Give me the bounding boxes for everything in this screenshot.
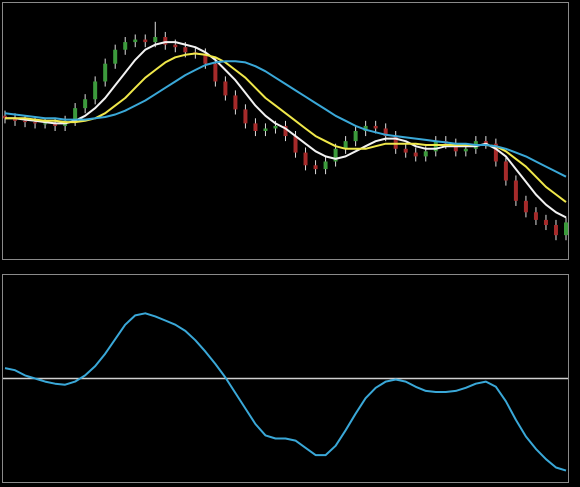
candle-body <box>223 81 228 96</box>
candle-body <box>533 212 538 220</box>
candle-body <box>343 141 348 149</box>
candle-body <box>263 128 268 131</box>
candle-body <box>163 37 168 45</box>
candle-body <box>543 219 548 225</box>
candle-body <box>203 53 208 64</box>
candle-body <box>253 123 258 131</box>
line-series <box>4 312 567 472</box>
candle-body <box>243 109 248 124</box>
candle-body <box>23 120 28 123</box>
candle-body <box>413 152 418 157</box>
candle-body <box>283 125 288 137</box>
candle-body <box>43 123 48 125</box>
candle-body <box>273 125 278 129</box>
candle-body <box>353 131 358 142</box>
candle-body <box>503 161 508 181</box>
candle-body <box>333 148 338 162</box>
candle-body <box>183 47 188 53</box>
candle-body <box>433 141 438 152</box>
candle-body <box>293 136 298 153</box>
candle-body <box>53 123 58 126</box>
candle-body <box>493 143 498 162</box>
candle-body <box>564 222 568 236</box>
line-series <box>4 60 567 178</box>
candle-body <box>3 115 7 119</box>
candle-body <box>213 63 218 82</box>
candle-body <box>403 148 408 153</box>
candle-body <box>103 63 108 82</box>
candle-body <box>33 122 38 124</box>
candle-body <box>13 118 18 121</box>
candle-body <box>363 125 368 131</box>
candle-body <box>133 39 138 43</box>
candle-body <box>73 108 78 121</box>
candle-body <box>303 152 308 166</box>
candle-body <box>233 95 238 110</box>
candle-body <box>173 44 178 48</box>
candle-body <box>423 151 428 157</box>
candle-body <box>453 143 458 152</box>
candle-body <box>93 81 98 100</box>
candle-body <box>313 165 318 170</box>
candle-body <box>523 200 528 213</box>
candle-body <box>383 128 388 137</box>
candle-body <box>143 39 148 43</box>
candle-body <box>323 161 328 170</box>
line-series <box>5 41 567 219</box>
candle-body <box>83 99 88 109</box>
candle-body <box>153 37 158 43</box>
candle-body <box>513 180 518 201</box>
candle-body <box>483 141 488 144</box>
candle-body <box>373 125 378 129</box>
candle-body <box>463 148 468 152</box>
candle-body <box>123 42 128 50</box>
candle-body <box>113 49 118 64</box>
candle-body <box>553 224 558 236</box>
candle-body <box>393 136 398 149</box>
